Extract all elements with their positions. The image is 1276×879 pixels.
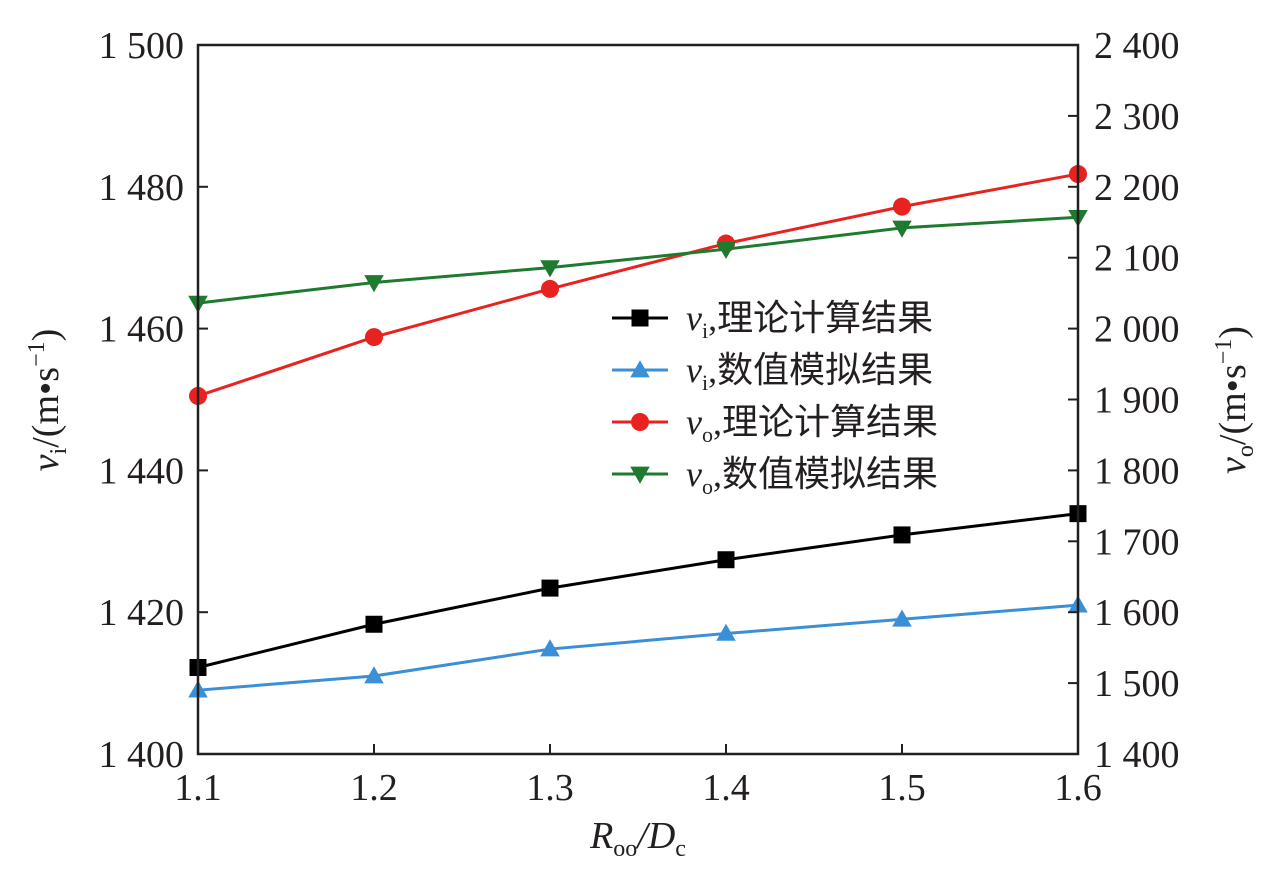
- legend-marker: [630, 360, 650, 378]
- data-point: [365, 328, 383, 347]
- x-tick-label: 1.5: [878, 767, 926, 809]
- y-right-tick-label: 1 900: [1094, 380, 1180, 422]
- series-3: [188, 209, 1088, 313]
- y-right-tick-label: 1 700: [1094, 521, 1180, 563]
- series-1: [188, 595, 1088, 698]
- data-point: [716, 623, 736, 641]
- legend: vi,理论计算结果 vi,数值模拟结果 vo,理论计算结果 vo,数值模拟结果: [612, 298, 938, 499]
- y-right-tick-label: 1 500: [1094, 663, 1180, 705]
- y-axis-right-label: vo/(m•s−1): [1211, 326, 1259, 474]
- data-point: [364, 275, 384, 293]
- y-right-tick-label: 1 600: [1094, 592, 1180, 634]
- y-left-tick-label: 1 460: [99, 309, 185, 351]
- x-tick-label: 1.3: [526, 767, 574, 809]
- legend-marker: [631, 413, 649, 431]
- data-point: [541, 579, 559, 597]
- legend-label: vo,理论计算结果: [686, 402, 938, 447]
- legend-entry: vo,理论计算结果: [612, 402, 938, 447]
- y-left-tick-label: 1 440: [99, 450, 185, 492]
- series-0: [189, 505, 1087, 677]
- legend-label: vi,理论计算结果: [686, 298, 933, 343]
- x-tick-label: 1.2: [350, 767, 398, 809]
- legend-label: vi,数值模拟结果: [686, 350, 933, 395]
- data-point: [893, 526, 911, 544]
- y-left-tick-label: 1 420: [99, 592, 185, 634]
- y-left-tick-label: 1 400: [99, 734, 185, 776]
- y-axis-left-label: vi/(m•s−1): [24, 329, 72, 472]
- data-point: [893, 197, 911, 216]
- x-tick-label: 1.4: [702, 767, 750, 809]
- x-axis-label: Roo/Dc: [589, 815, 686, 862]
- series-line: [197, 512, 1079, 669]
- legend-entry: vi,理论计算结果: [612, 298, 933, 343]
- y-left-tick-label: 1 480: [99, 167, 185, 209]
- legend-entry: vo,数值模拟结果: [612, 454, 938, 499]
- legend-entry: vi,数值模拟结果: [612, 350, 933, 395]
- y-right-tick-label: 1 400: [1094, 734, 1180, 776]
- data-point: [540, 260, 560, 278]
- data-point: [892, 220, 912, 238]
- data-point: [717, 551, 735, 569]
- x-tick-label: 1.6: [1054, 767, 1102, 809]
- series-line: [197, 172, 1079, 398]
- legend-marker: [631, 309, 649, 327]
- legend-marker: [630, 466, 650, 484]
- series-2: [189, 165, 1087, 405]
- plot-frame: [196, 43, 1080, 756]
- data-point: [364, 666, 384, 684]
- y-right-tick-label: 2 300: [1094, 96, 1180, 138]
- data-point: [365, 615, 383, 633]
- y-right-tick-label: 2 200: [1094, 167, 1180, 209]
- series-line: [197, 215, 1079, 305]
- x-tick-label: 1.1: [174, 767, 222, 809]
- data-point: [541, 279, 559, 298]
- data-point: [716, 241, 736, 259]
- series-line: [197, 603, 1079, 692]
- y-right-tick-label: 2 000: [1094, 309, 1180, 351]
- y-right-tick-label: 1 800: [1094, 450, 1180, 492]
- data-point: [540, 639, 560, 657]
- legend-label: vo,数值模拟结果: [686, 454, 938, 499]
- y-right-tick-label: 2 100: [1094, 238, 1180, 280]
- y-right-tick-label: 2 400: [1094, 25, 1180, 67]
- data-point: [892, 609, 912, 627]
- y-left-tick-label: 1 500: [99, 25, 185, 67]
